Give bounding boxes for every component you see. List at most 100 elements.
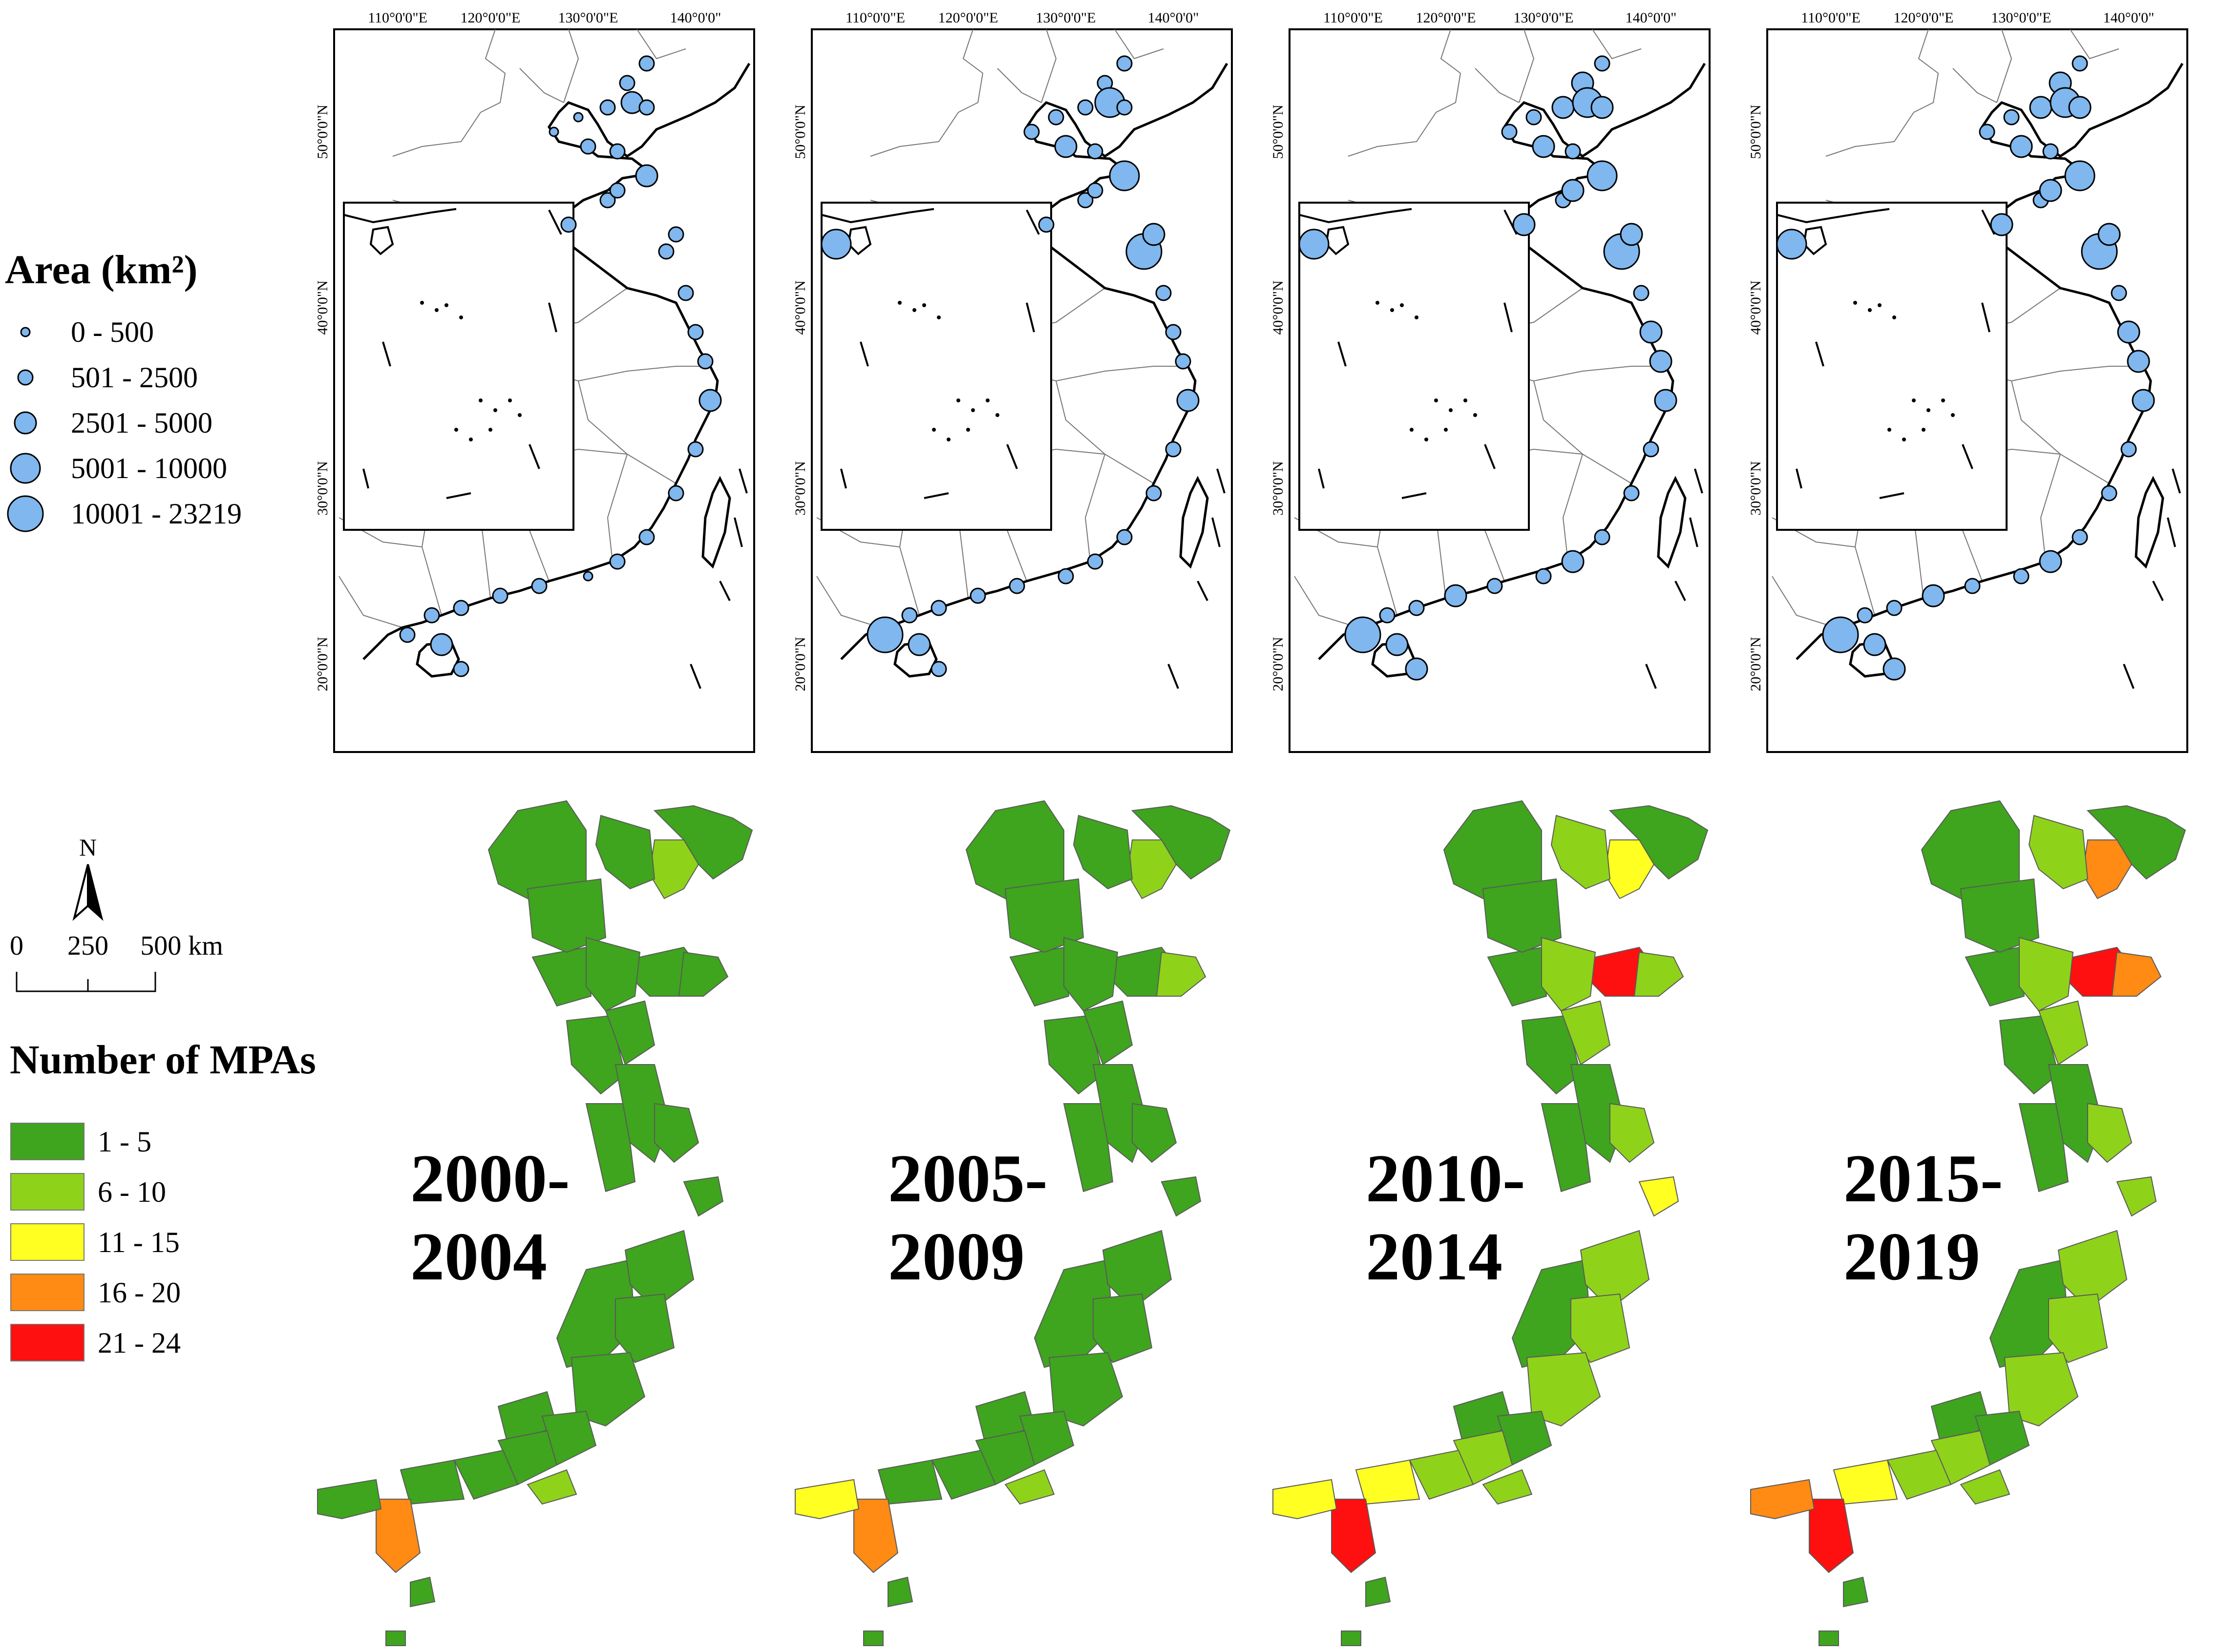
province-region xyxy=(1063,1103,1114,1192)
inset-hainan xyxy=(369,226,394,255)
area-legend-label: 10001 - 23219 xyxy=(71,498,242,530)
province-border xyxy=(1996,29,2012,103)
mpa-marker xyxy=(687,441,704,458)
province-region xyxy=(1004,1469,1055,1505)
province-border xyxy=(1913,29,1939,113)
mpa-area-map: 110°0'0"E 120°0'0"E 130°0'0"E 140°0'0" 50°0'… xyxy=(1748,10,2188,753)
inset-island xyxy=(459,315,463,319)
inset-boundary-stroke xyxy=(1006,444,1018,469)
area-legend-symbol xyxy=(17,369,34,386)
province-region xyxy=(527,1469,577,1505)
latitude-label: 40°0'0"N xyxy=(1748,280,1764,335)
taiwan-island xyxy=(1179,476,1209,569)
mpa-marker xyxy=(931,661,947,677)
province-region xyxy=(453,1449,519,1500)
province-region xyxy=(1580,1230,1650,1310)
inset-island xyxy=(1926,408,1930,412)
province-region xyxy=(605,1000,656,1066)
island-stroke xyxy=(1645,664,1657,689)
mpa-marker xyxy=(2064,160,2095,191)
latitude-label: 50°0'0"N xyxy=(315,105,331,159)
province-region xyxy=(2019,937,2074,1012)
mpa-marker xyxy=(867,616,904,653)
inset-island xyxy=(1444,428,1448,432)
inset-island xyxy=(493,408,497,412)
mpa-marker xyxy=(1979,124,1995,140)
mpa-marker xyxy=(609,182,626,199)
province-region xyxy=(1156,951,1206,997)
scale-bar: 0 250 500 km xyxy=(10,931,223,992)
inset-island xyxy=(1878,303,1882,307)
period-label-end: 2009 xyxy=(888,1219,1025,1295)
mpa-marker xyxy=(580,138,596,155)
mpa-marker xyxy=(1116,529,1133,545)
mpa-marker xyxy=(1116,99,1133,116)
province-border xyxy=(563,29,579,103)
mpa-marker xyxy=(1165,324,1182,340)
inset-island xyxy=(937,315,941,319)
coastline xyxy=(362,63,751,660)
island-stroke xyxy=(1694,468,1703,494)
latitude-label: 20°0'0"N xyxy=(1748,637,1764,691)
island-stroke xyxy=(734,517,743,547)
inset-coastline xyxy=(1777,208,1890,224)
province-region xyxy=(1609,1103,1655,1163)
count-legend: Number of MPAs 1 - 5 6 - 10 11 - 15 16 - 20… xyxy=(10,1037,316,1361)
province-region xyxy=(1843,1576,1869,1608)
count-legend-swatch xyxy=(10,1173,85,1211)
mpa-marker xyxy=(1594,529,1610,545)
mpa-marker xyxy=(2101,485,2117,502)
province-region xyxy=(1487,946,1547,1007)
area-legend-symbol xyxy=(14,411,37,435)
inset-boundary-stroke xyxy=(382,341,391,367)
inset-island xyxy=(1941,398,1945,402)
mpa-area-map: 110°0'0"E 120°0'0"E 130°0'0"E 140°0'0" 50°0'… xyxy=(792,10,1233,753)
province-border xyxy=(1114,29,1164,60)
mpa-marker xyxy=(697,353,714,370)
mpa-marker xyxy=(1594,55,1610,72)
north-arrow-label: N xyxy=(79,834,97,861)
province-region xyxy=(2116,1176,2157,1217)
mpa-marker xyxy=(1620,223,1643,246)
south-china-sea-inset xyxy=(1776,202,2008,531)
province-region xyxy=(1541,1103,1591,1192)
province-region xyxy=(1409,1449,1474,1500)
coastline xyxy=(840,63,1228,660)
mpa-marker xyxy=(2132,389,2155,412)
mpa-area-map: 110°0'0"E 120°0'0"E 130°0'0"E 140°0'0" 50°0'… xyxy=(315,10,755,753)
mpa-marker xyxy=(560,216,577,233)
inset-island xyxy=(1415,315,1418,319)
longitude-label: 140°0'0" xyxy=(1148,10,1199,26)
province-region xyxy=(410,1576,436,1608)
mpa-marker xyxy=(1586,160,1618,191)
mpa-marker xyxy=(1444,584,1467,607)
longitude-label: 120°0'0"E xyxy=(1894,10,1954,26)
inset-island xyxy=(435,308,439,312)
period-label-end: 2004 xyxy=(410,1219,547,1295)
province-region xyxy=(683,1176,724,1217)
mpa-marker xyxy=(1654,389,1677,412)
mpa-marker xyxy=(1883,657,1906,681)
province-region xyxy=(1819,1631,1839,1646)
count-legend-swatch xyxy=(10,1324,85,1361)
inset-boundary-stroke xyxy=(860,341,869,367)
province-region xyxy=(1048,1352,1123,1427)
longitude-label: 130°0'0"E xyxy=(1036,10,1096,26)
latitude-label: 40°0'0"N xyxy=(792,280,808,335)
inset-island xyxy=(912,308,916,312)
inset-boundary-stroke xyxy=(1026,209,1040,235)
inset-coastline xyxy=(1299,208,1412,224)
province-region xyxy=(531,946,592,1007)
province-border xyxy=(1562,454,1583,562)
island-stroke xyxy=(690,664,701,689)
mpa-marker xyxy=(668,226,684,243)
period-label-start: 2010- xyxy=(1366,1141,1525,1216)
province-region xyxy=(1999,1015,2059,1095)
inset-coastline xyxy=(821,208,934,224)
inset-island xyxy=(508,398,512,402)
province-border xyxy=(1294,576,1358,628)
inset-boundary-stroke xyxy=(1026,302,1035,333)
mpa-marker xyxy=(1776,229,1807,260)
province-region xyxy=(595,815,656,890)
